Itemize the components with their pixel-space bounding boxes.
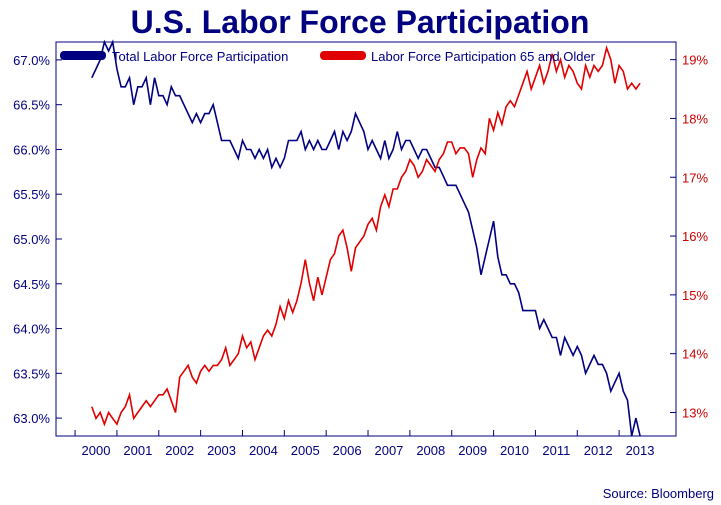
right-tick-label: 15% xyxy=(682,288,708,303)
x-tick-label: 2001 xyxy=(123,443,152,458)
legend-swatch-total xyxy=(60,51,106,60)
left-tick-label: 63.5% xyxy=(13,366,50,381)
right-tick-label: 16% xyxy=(682,229,708,244)
x-tick-label: 2010 xyxy=(500,443,529,458)
left-axis: 63.0% 63.5% 64.0% 64.5% 65.0% 65.5% 66.0% 66.5%… xyxy=(13,53,62,426)
x-tick-label: 2012 xyxy=(584,443,613,458)
right-tick-label: 17% xyxy=(682,170,708,185)
left-tick-label: 65.5% xyxy=(13,187,50,202)
left-tick-label: 65.0% xyxy=(13,232,50,247)
x-tick-label: 2003 xyxy=(207,443,236,458)
x-tick-label: 2005 xyxy=(291,443,320,458)
x-tick-label: 2000 xyxy=(82,443,111,458)
legend: Total Labor Force Participation Labor Fo… xyxy=(60,49,596,64)
left-tick-label: 67.0% xyxy=(13,53,50,68)
legend-swatch-older xyxy=(320,51,366,60)
series-line-total-participation xyxy=(91,39,641,437)
x-tick-label: 2006 xyxy=(333,443,362,458)
x-axis: 2000 2001 2002 2003 2004 2005 2006 2007 2008 2009… xyxy=(74,430,655,458)
right-tick-label: 19% xyxy=(682,53,708,68)
chart-title: U.S. Labor Force Participation xyxy=(131,4,590,40)
legend-label-total: Total Labor Force Participation xyxy=(112,49,288,64)
left-tick-label: 63.0% xyxy=(13,411,50,426)
x-tick-label: 2009 xyxy=(458,443,487,458)
x-tick-label: 2013 xyxy=(626,443,655,458)
right-tick-label: 13% xyxy=(682,405,708,420)
x-tick-label: 2002 xyxy=(165,443,194,458)
x-tick-label: 2011 xyxy=(542,443,570,458)
left-tick-label: 66.0% xyxy=(13,142,50,157)
right-tick-label: 18% xyxy=(682,111,708,126)
legend-label-older: Labor Force Participation 65 and Older xyxy=(371,49,596,64)
x-tick-label: 2007 xyxy=(374,443,403,458)
left-tick-label: 64.5% xyxy=(13,277,50,292)
series-line-65-and-older xyxy=(91,45,641,427)
plot-frame xyxy=(55,41,677,437)
right-axis: 13% 14% 15% 16% 17% 18% 19% xyxy=(670,53,708,420)
right-tick-label: 14% xyxy=(682,347,708,362)
source-note: Source: Bloomberg xyxy=(603,486,714,501)
x-tick-label: 2004 xyxy=(249,443,278,458)
x-tick-label: 2008 xyxy=(416,443,445,458)
left-tick-label: 64.0% xyxy=(13,322,50,337)
left-tick-label: 66.5% xyxy=(13,98,50,113)
